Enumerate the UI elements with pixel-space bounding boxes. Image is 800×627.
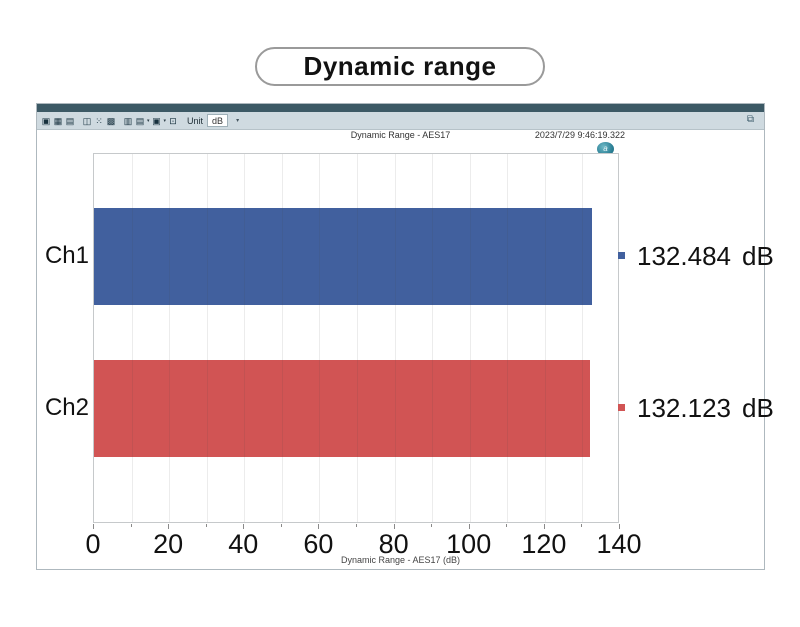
chart-header-title: Dynamic Range - AES17 [350,130,451,140]
gridline [469,154,471,522]
value-unit-ch1: dB [741,240,774,271]
x-tick-mark [393,524,395,529]
unit-dropdown[interactable]: dB [207,114,229,127]
x-tick-label: 80 [378,529,409,559]
x-tick-mark [318,524,320,529]
analyzer-window: ▣ ▦ ▤ ◫ ⁙ ▩ ▥ ▤ ▾ ▣ ▾ ⊡ Unit dB ▾ ⧉ Dynamic Range -… [36,103,774,570]
gridline [507,154,509,522]
select-tool-icon[interactable]: ◫ [82,115,92,126]
plot-area[interactable] [93,153,619,523]
x-tick-mark [130,524,132,527]
fit-graph-icon[interactable]: ▣ [41,115,51,126]
category-label-ch2: Ch2 [44,393,89,421]
value-number-ch2: 132.123 [637,392,731,423]
x-tick-mark [468,524,470,529]
audio-precision-logo-icon: a [597,142,614,156]
toolbar-icon-group: ◫ ⁙ ▩ [82,116,116,126]
legend-marker-ch2 [618,404,625,412]
data-table-icon[interactable]: ▥ [123,115,133,126]
page-title-text: Dynamic range [303,51,497,81]
gridline [319,154,321,522]
chart-area: Dynamic Range - AES17 2023/7/29 9:46:19.… [37,130,774,569]
unit-label: Unit [187,115,204,126]
toolbar-icon-groups: ▣ ▦ ▤ ◫ ⁙ ▩ ▥ ▤ ▾ ▣ ▾ ⊡ [41,116,185,126]
data-points-icon[interactable]: ⁙ [95,115,103,126]
grid-toggle-icon[interactable]: ▩ [106,115,116,126]
x-tick-label: 40 [228,529,259,559]
gridline [244,154,246,522]
window-titlebar [37,104,764,112]
dropdown-caret-icon[interactable]: ▾ [163,117,167,124]
graph-settings-icon[interactable]: ⊡ [169,115,177,126]
x-tick-mark [243,524,245,529]
value-unit-ch2: dB [741,392,774,423]
display-mode-icon[interactable]: ▤ [135,115,145,126]
graph-toolbar: ▣ ▦ ▤ ◫ ⁙ ▩ ▥ ▤ ▾ ▣ ▾ ⊡ Unit dB ▾ ⧉ [37,112,764,130]
unit-dropdown-value: dB [212,115,224,126]
category-label-ch1: Ch1 [44,241,89,269]
gridline [582,154,584,522]
toolbar-icon-group: ▣ ▦ ▤ [41,116,75,126]
x-tick-mark [93,524,94,529]
dropdown-caret-icon[interactable]: ▾ [147,117,150,124]
gridline [281,154,283,522]
x-tick-mark [619,524,620,529]
gridline [206,154,208,522]
unit-dropdown-caret-icon[interactable]: ▾ [236,118,240,124]
x-tick-label: 0 [85,529,101,559]
x-tick-mark [168,524,170,529]
x-axis-label: Dynamic Range - AES17 (dB) [340,555,461,565]
value-number-ch1: 132.484 [637,240,731,271]
gridline [169,154,171,522]
bar-ch1 [94,208,592,306]
x-tick-mark [543,524,545,529]
x-tick-label: 120 [521,529,567,559]
x-tick-mark [581,524,583,527]
zoom-x-icon[interactable]: ▦ [53,115,63,126]
x-tick-mark [205,524,207,527]
zoom-y-icon[interactable]: ▤ [65,115,75,126]
pop-out-window-icon[interactable]: ⧉ [746,114,754,125]
legend-marker-ch1 [618,252,625,260]
gridline [394,154,396,522]
measurement-timestamp: 2023/7/29 9:46:19.322 [534,130,625,140]
page-title: Dynamic range [255,47,545,86]
gridline [544,154,546,522]
x-tick-mark [506,524,508,527]
x-tick-label: 60 [303,529,334,559]
x-tick-mark [280,524,282,527]
gridline [432,154,434,522]
x-tick-label: 140 [596,529,642,559]
value-label-ch1: 132.484 dB [637,243,774,269]
x-tick-label: 100 [446,529,492,559]
x-tick-mark [356,524,357,527]
trace-style-icon[interactable]: ▣ [152,115,161,126]
gridline [131,154,133,522]
x-tick-label: 20 [153,529,184,559]
toolbar-icon-group: ▥ ▤ ▾ ▣ ▾ ⊡ [123,116,178,126]
x-tick-mark [431,524,433,527]
value-label-ch2: 132.123 dB [637,395,774,421]
bar-ch2 [94,360,591,458]
gridline [357,154,358,522]
